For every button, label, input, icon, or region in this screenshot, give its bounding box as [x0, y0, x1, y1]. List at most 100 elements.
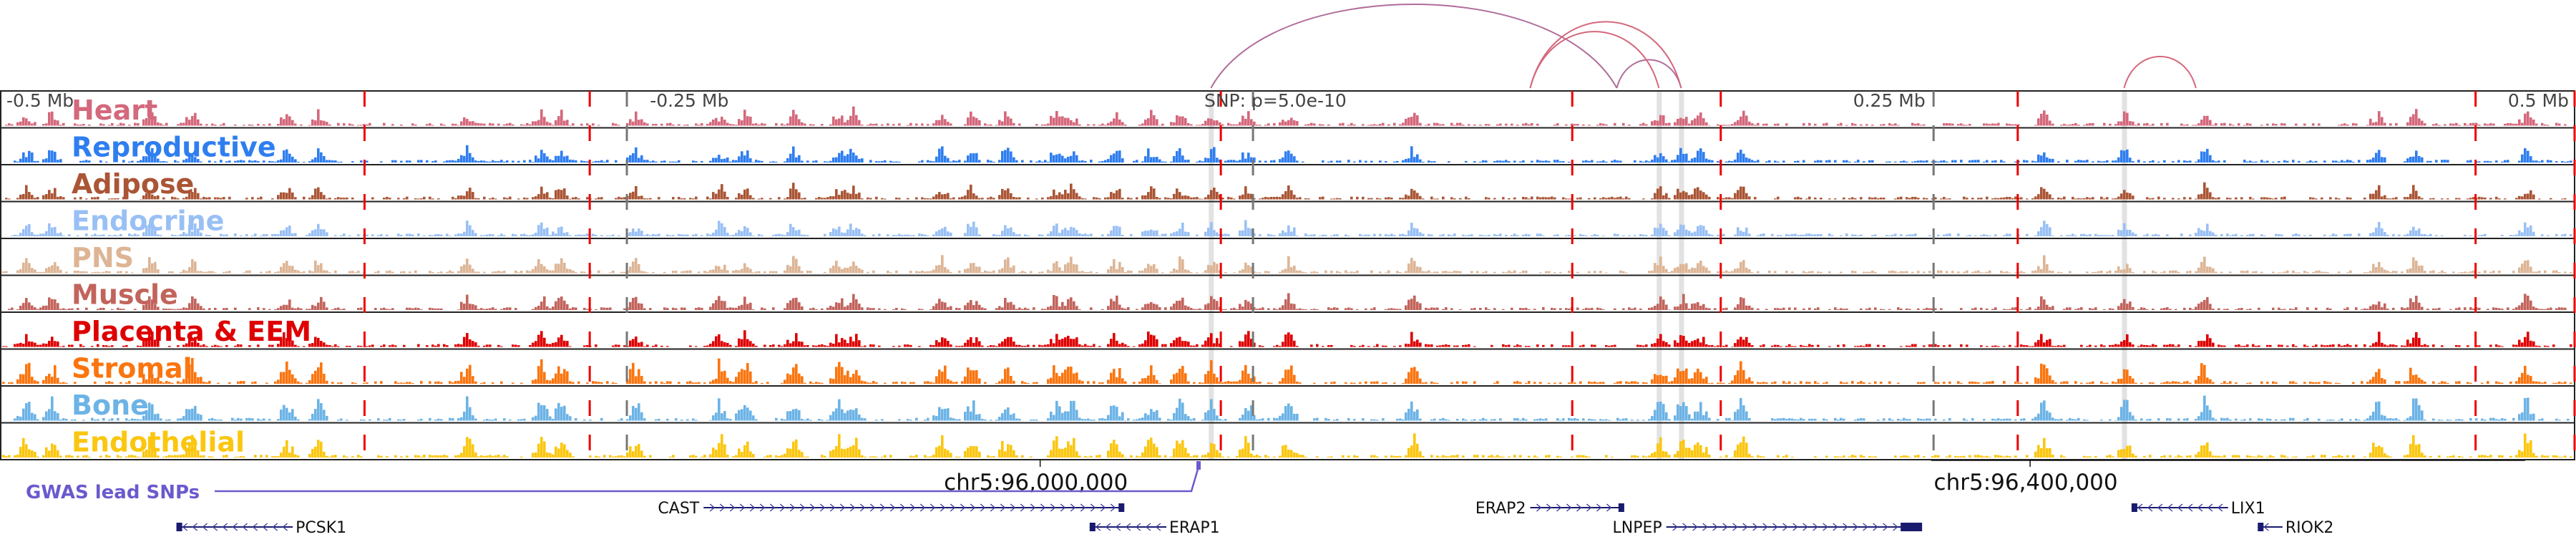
signal-bar	[59, 309, 62, 310]
signal-bar	[1073, 189, 1075, 200]
signal-bar	[1805, 233, 1808, 236]
signal-bar	[1825, 382, 1828, 384]
signal-bar	[2409, 367, 2412, 384]
signal-bar	[1282, 157, 1284, 163]
signal-bar	[738, 306, 741, 310]
signal-bar	[2034, 342, 2037, 347]
signal-bar	[904, 309, 907, 310]
signal-bar	[1797, 196, 1800, 200]
signal-bar	[417, 308, 420, 310]
signal-bar	[1625, 272, 1628, 274]
signal-bar	[543, 117, 546, 126]
signal-bar	[801, 160, 804, 163]
signal-bar	[8, 382, 11, 384]
signal-bar	[2432, 270, 2435, 274]
signal-bar	[286, 227, 288, 236]
signal-bar	[1860, 124, 1863, 126]
signal-bar	[102, 234, 105, 236]
signal-bar	[77, 308, 79, 310]
signal-bar	[1064, 228, 1067, 236]
signal-bar	[200, 271, 203, 274]
signal-bar	[2220, 271, 2223, 274]
signal-bar	[646, 123, 649, 126]
signal-bar	[2570, 382, 2572, 384]
signal-bar	[1548, 197, 1551, 200]
signal-bar	[1359, 382, 1362, 384]
signal-bar	[623, 308, 626, 310]
signal-bar	[2011, 198, 2014, 200]
signal-bar	[1722, 271, 1725, 274]
signal-bar	[2280, 234, 2283, 236]
signal-bar	[1156, 230, 1158, 236]
signal-bar	[79, 197, 82, 200]
signal-bar	[489, 419, 492, 421]
signal-bar	[500, 309, 503, 310]
signal-bar	[643, 198, 646, 200]
signal-bar	[1708, 196, 1711, 200]
signal-bar	[2375, 227, 2378, 236]
signal-bar	[600, 307, 603, 310]
track-bone	[0, 385, 2575, 424]
signal-bar	[1433, 271, 1436, 274]
signal-bar	[712, 379, 715, 384]
signal-bar	[1078, 124, 1081, 126]
signal-bar	[2063, 309, 2066, 310]
signal-bar	[623, 197, 626, 200]
signal-bar	[741, 339, 743, 347]
signal-bar	[775, 271, 778, 274]
signal-bar	[1259, 308, 1262, 310]
signal-bar	[543, 193, 546, 200]
signal-bar	[1313, 309, 1316, 310]
signal-bar	[2527, 260, 2529, 274]
signal-bar	[1084, 160, 1087, 163]
signal-bar	[437, 272, 440, 274]
signal-bar	[2564, 271, 2567, 274]
signal-bar	[2338, 161, 2341, 163]
signal-bar	[148, 332, 151, 347]
signal-bar	[28, 302, 31, 310]
signal-bar	[784, 379, 786, 384]
signal-bar	[1127, 307, 1130, 310]
signal-bar	[1193, 309, 1196, 310]
signal-bar	[1224, 271, 1227, 274]
signal-bar	[786, 197, 789, 200]
signal-bar	[2435, 123, 2438, 126]
signal-bar	[1147, 332, 1150, 347]
signal-bar	[151, 194, 154, 200]
signal-bar	[1974, 307, 1977, 310]
signal-bar	[2469, 271, 2472, 274]
signal-bar	[804, 234, 806, 236]
signal-bar	[1702, 192, 1705, 200]
signal-bar	[1854, 346, 1857, 347]
signal-bar	[16, 161, 19, 163]
signal-bar	[2235, 309, 2238, 310]
signal-bar	[1350, 344, 1353, 347]
signal-bar	[217, 345, 220, 347]
signal-bar	[586, 123, 589, 126]
signal-bar	[1416, 154, 1419, 163]
signal-bar	[1682, 153, 1685, 163]
signal-bar	[1299, 382, 1302, 384]
signal-bar	[454, 381, 457, 384]
signal-bar	[2203, 364, 2206, 384]
signal-bar	[1385, 272, 1387, 274]
signal-bar	[2209, 192, 2212, 200]
signal-bar	[566, 341, 569, 347]
signal-bar	[514, 234, 517, 236]
signal-bar	[2026, 345, 2029, 347]
signal-bar	[1782, 381, 1785, 384]
signal-bar	[2478, 307, 2481, 310]
signal-bar	[200, 377, 203, 384]
signal-bar	[1433, 198, 1436, 200]
signal-bar	[1588, 160, 1591, 163]
signal-bar	[391, 160, 394, 163]
signal-bar	[2295, 346, 2298, 347]
signal-bar	[1837, 309, 1840, 310]
signal-bar	[2389, 271, 2392, 274]
signal-bar	[2123, 111, 2126, 126]
signal-bar	[1038, 344, 1041, 347]
signal-bar	[792, 183, 795, 200]
signal-bar	[1270, 382, 1273, 384]
signal-bar	[59, 232, 62, 236]
signal-bar	[1359, 160, 1362, 163]
